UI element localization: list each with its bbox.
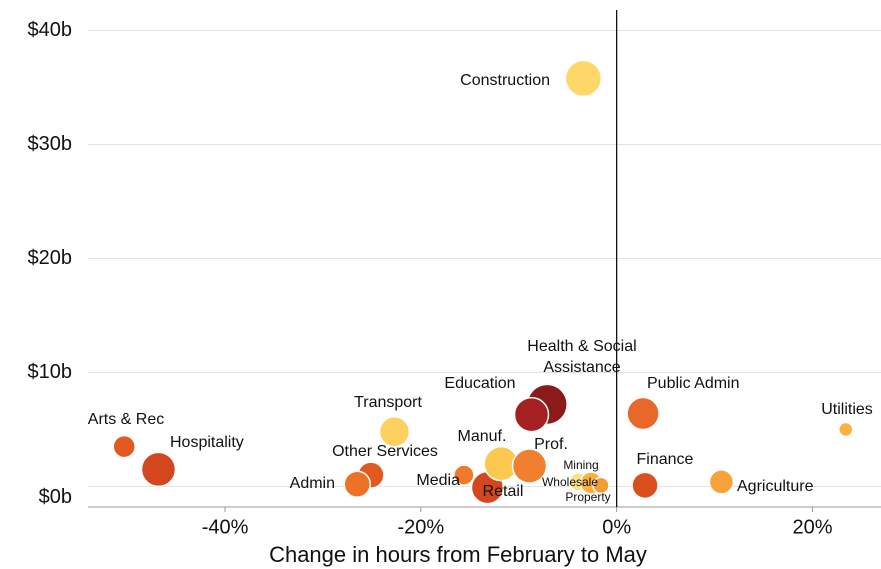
bubble bbox=[140, 451, 177, 488]
bubble-label: Agriculture bbox=[737, 478, 814, 495]
bubble bbox=[708, 469, 735, 495]
bubble-label: Arts & Rec bbox=[88, 411, 164, 428]
bubble-label: Property bbox=[565, 490, 610, 504]
bubble bbox=[511, 448, 548, 484]
bubble-label: Prof. bbox=[534, 436, 568, 453]
x-tick-label: -40% bbox=[202, 516, 249, 538]
bubble bbox=[343, 470, 371, 498]
bubble-label: Mining bbox=[563, 458, 598, 472]
bubble bbox=[513, 396, 550, 433]
bubble-label: Other Services bbox=[332, 443, 438, 460]
bubble-label: Construction bbox=[460, 72, 550, 89]
bubble bbox=[378, 416, 411, 448]
bubble bbox=[631, 471, 659, 500]
x-tick-label: -20% bbox=[398, 516, 445, 538]
bubble-label: Public Admin bbox=[647, 375, 740, 392]
bubble-label: Transport bbox=[354, 394, 422, 411]
y-tick-label: $40b bbox=[28, 19, 73, 41]
y-tick-label: $30b bbox=[28, 133, 73, 155]
x-tick-label: 0% bbox=[602, 516, 631, 538]
bubble-label: Health & Social Assistance bbox=[527, 338, 636, 376]
bubble-label: Manuf. bbox=[458, 428, 507, 445]
bubble-label: Retail bbox=[483, 483, 524, 500]
y-tick-label: $10b bbox=[28, 361, 73, 383]
y-tick-label: $20b bbox=[28, 247, 73, 269]
bubble bbox=[453, 464, 475, 486]
bubble-label: Finance bbox=[637, 451, 694, 468]
bubble-label: Education bbox=[444, 375, 515, 392]
bubble-label: Media bbox=[416, 472, 460, 489]
bubble bbox=[592, 476, 610, 495]
bubble-label: Wholesale bbox=[542, 475, 598, 489]
bubble-label: Hospitality bbox=[170, 434, 244, 451]
bubble bbox=[564, 59, 603, 98]
x-axis-label: Change in hours from February to May bbox=[269, 542, 647, 567]
bubble bbox=[112, 434, 136, 459]
bubble bbox=[838, 421, 854, 438]
x-tick-label: 20% bbox=[792, 516, 832, 538]
y-tick-label: $0b bbox=[39, 486, 72, 508]
bubble-label: Utilities bbox=[821, 401, 873, 418]
bubble-label: Admin bbox=[290, 475, 335, 492]
bubble bbox=[626, 396, 660, 431]
